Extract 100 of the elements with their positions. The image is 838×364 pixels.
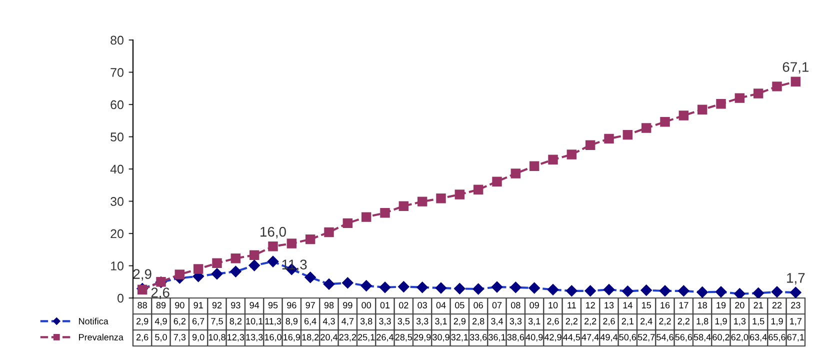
data-label: 3,1	[528, 318, 540, 326]
data-label: 1,8	[696, 318, 708, 326]
point	[697, 104, 708, 115]
y-tick-label: 80	[110, 36, 124, 45]
annotation: 1,7	[787, 273, 805, 284]
legend-label: Notifica	[79, 318, 108, 324]
data-label: 1,9	[771, 318, 783, 326]
point	[174, 270, 185, 280]
x-tick-label: 00	[362, 302, 371, 308]
x-tick-label: 21	[754, 302, 763, 308]
point	[641, 123, 652, 133]
data-label: 2,2	[678, 318, 690, 326]
x-tick-label: 19	[716, 302, 726, 308]
y-tick-label: 50	[110, 132, 124, 142]
x-tick-label: 12	[586, 302, 595, 308]
x-tick-label: 23	[791, 302, 800, 308]
x-tick-label: 22	[772, 302, 782, 308]
point	[753, 88, 764, 98]
point	[716, 98, 726, 109]
data-label: 2,2	[584, 318, 596, 326]
point	[548, 154, 558, 165]
data-label: 56,6	[675, 334, 692, 342]
point	[380, 208, 390, 218]
point	[585, 140, 596, 150]
point	[678, 110, 689, 120]
annotation: 2,6	[151, 288, 170, 300]
point	[790, 76, 801, 86]
point	[249, 250, 260, 260]
y-tick-label: 10	[111, 262, 124, 270]
data-label: 12,3	[228, 334, 244, 342]
x-tick-label: 15	[642, 302, 651, 308]
point	[473, 184, 484, 194]
data-label: 54,6	[656, 334, 674, 342]
x-tick-label: 02	[399, 302, 408, 308]
data-label: 3,8	[360, 318, 372, 326]
data-label: 9,0	[192, 334, 204, 342]
x-tick-label: 17	[679, 302, 688, 308]
data-label: 36,1	[488, 334, 506, 342]
x-tick-label: 10	[548, 302, 558, 308]
x-tick-label: 04	[436, 302, 446, 308]
data-label: 3,1	[435, 318, 447, 326]
data-label: 10,8	[208, 334, 226, 342]
annotation: 67,1	[782, 62, 809, 74]
point	[417, 196, 428, 206]
point	[734, 93, 745, 103]
y-tick-label: 20	[110, 229, 124, 238]
data-label: 8,9	[286, 318, 298, 326]
x-tick-label: 18	[698, 302, 707, 308]
data-label: 16,0	[264, 334, 282, 342]
data-label: 6,7	[192, 318, 204, 326]
data-label: 7,5	[211, 318, 223, 326]
data-label: 2,2	[659, 318, 671, 326]
point	[529, 161, 540, 171]
x-tick-label: 20	[735, 302, 744, 308]
point	[566, 150, 577, 160]
x-tick-label: 05	[455, 302, 464, 308]
data-label: 3,5	[398, 318, 410, 326]
data-label: 6,4	[304, 318, 316, 326]
x-tick-label: 01	[380, 302, 390, 308]
data-label: 4,7	[342, 318, 354, 326]
y-tick-label: 60	[110, 100, 124, 110]
x-tick-label: 91	[194, 302, 203, 308]
data-label: 3,3	[510, 318, 522, 326]
x-tick-label: 97	[306, 302, 315, 308]
y-tick-label: 0	[118, 294, 124, 303]
x-tick-label: 08	[511, 302, 520, 308]
data-label: 38,6	[507, 334, 524, 342]
point	[361, 212, 372, 222]
point	[436, 193, 446, 204]
data-label: 52,7	[638, 334, 655, 342]
data-label: 32,1	[451, 334, 468, 342]
data-label: 10,1	[246, 318, 263, 326]
x-tick-label: 90	[175, 302, 184, 308]
point	[510, 168, 521, 178]
data-label: 11,3	[265, 318, 282, 326]
legend-label: Prevalenza	[79, 334, 124, 340]
x-tick-label: 07	[492, 302, 502, 308]
point	[193, 264, 204, 274]
data-label: 2,6	[547, 318, 559, 326]
data-label: 23,2	[339, 334, 356, 342]
x-tick-label: 92	[212, 302, 222, 308]
point	[492, 176, 502, 186]
point	[230, 253, 241, 264]
data-label: 1,9	[715, 318, 727, 326]
data-label: 40,9	[526, 334, 543, 342]
data-label: 63,4	[750, 334, 767, 342]
x-tick-label: 93	[231, 302, 240, 308]
data-label: 20,4	[320, 334, 338, 342]
x-tick-label: 96	[287, 302, 296, 308]
y-tick-label: 70	[110, 68, 124, 77]
y-tick-label: 40	[110, 164, 124, 174]
data-label: 3,3	[416, 318, 428, 326]
x-tick-label: 95	[268, 302, 278, 308]
data-label: 1,5	[752, 318, 764, 326]
point	[305, 234, 316, 244]
point	[772, 82, 782, 92]
data-label: 29,9	[414, 334, 431, 342]
data-label: 42,9	[544, 334, 562, 342]
data-label: 2,4	[640, 318, 652, 326]
annotation: 16,0	[260, 226, 286, 238]
